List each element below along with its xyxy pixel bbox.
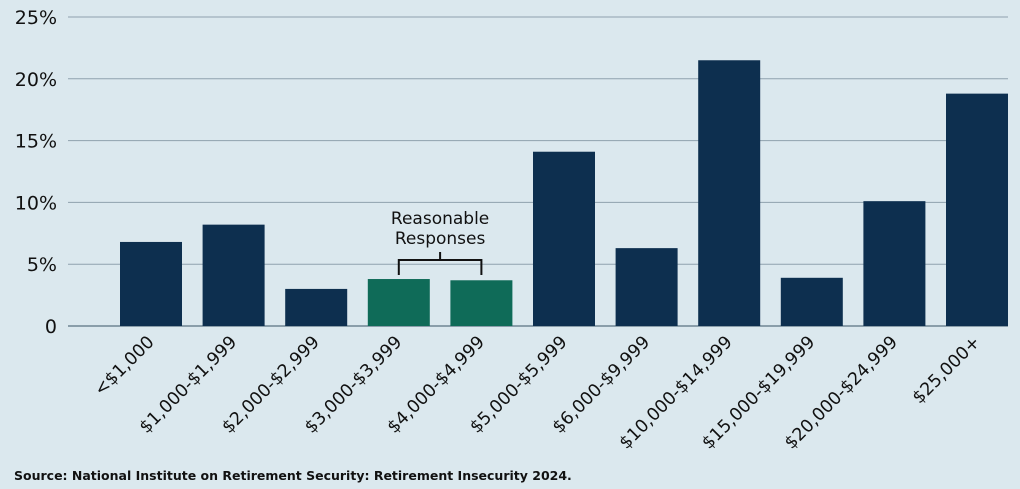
bar — [450, 280, 513, 326]
reasonable-responses-annotation: Reasonable Responses — [391, 209, 489, 275]
bar — [780, 277, 843, 326]
y-tick-label: 5% — [27, 254, 57, 276]
x-tick-label: $25,000+ — [909, 332, 985, 408]
y-tick-label: 20% — [15, 69, 57, 91]
bar — [202, 224, 265, 326]
y-tick-label: 0 — [45, 316, 57, 338]
bar — [698, 60, 761, 326]
annotation-line-2: Responses — [395, 229, 486, 249]
y-axis-ticks: 0 5% 10% 15% 20% 25% — [15, 7, 57, 338]
bar — [533, 151, 595, 326]
y-tick-label: 10% — [15, 192, 57, 214]
bar — [120, 241, 182, 326]
bar — [367, 279, 430, 326]
bar — [285, 288, 348, 326]
x-axis-labels: <$1,000$1,000-$1,999$2,000-$2,999$3,000-… — [91, 332, 985, 453]
bars — [120, 60, 1008, 326]
bar — [615, 248, 678, 326]
y-tick-label: 15% — [15, 131, 57, 153]
y-tick-label: 25% — [15, 7, 57, 29]
source-note: Source: National Institute on Retirement… — [14, 468, 572, 483]
x-tick-label: <$1,000 — [91, 332, 159, 400]
bar — [946, 93, 1008, 326]
bar — [863, 201, 926, 326]
annotation-line-1: Reasonable — [391, 209, 489, 229]
annotation-bracket — [397, 252, 483, 275]
